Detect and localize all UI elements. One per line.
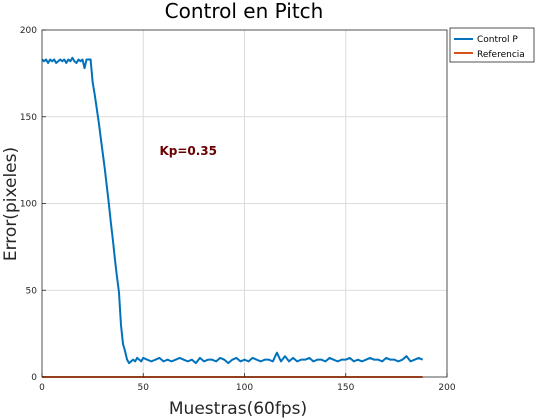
y-axis-label: Error(pixeles) <box>1 147 21 261</box>
x-tick-label-150: 150 <box>337 383 354 393</box>
legend: Control P Referencia <box>450 28 534 62</box>
y-tick-label-0: 0 <box>31 373 37 383</box>
x-tick-label-0: 0 <box>39 383 45 393</box>
legend-label-control-p: Control P <box>477 35 518 45</box>
legend-label-referencia: Referencia <box>477 50 525 60</box>
x-tick-label-200: 200 <box>438 383 455 393</box>
x-axis-label: Muestras(60fps) <box>169 399 307 418</box>
x-tick-label-100: 100 <box>236 383 253 393</box>
y-tick-label-50: 50 <box>26 286 38 296</box>
x-tick-label-50: 50 <box>138 383 150 393</box>
y-tick-label-100: 100 <box>20 200 37 210</box>
kp-annotation: Kp=0.35 <box>159 144 217 158</box>
chart-title: Control en Pitch <box>165 0 324 23</box>
y-tick-label-150: 150 <box>20 113 37 123</box>
y-tick-label-200: 200 <box>20 26 37 36</box>
